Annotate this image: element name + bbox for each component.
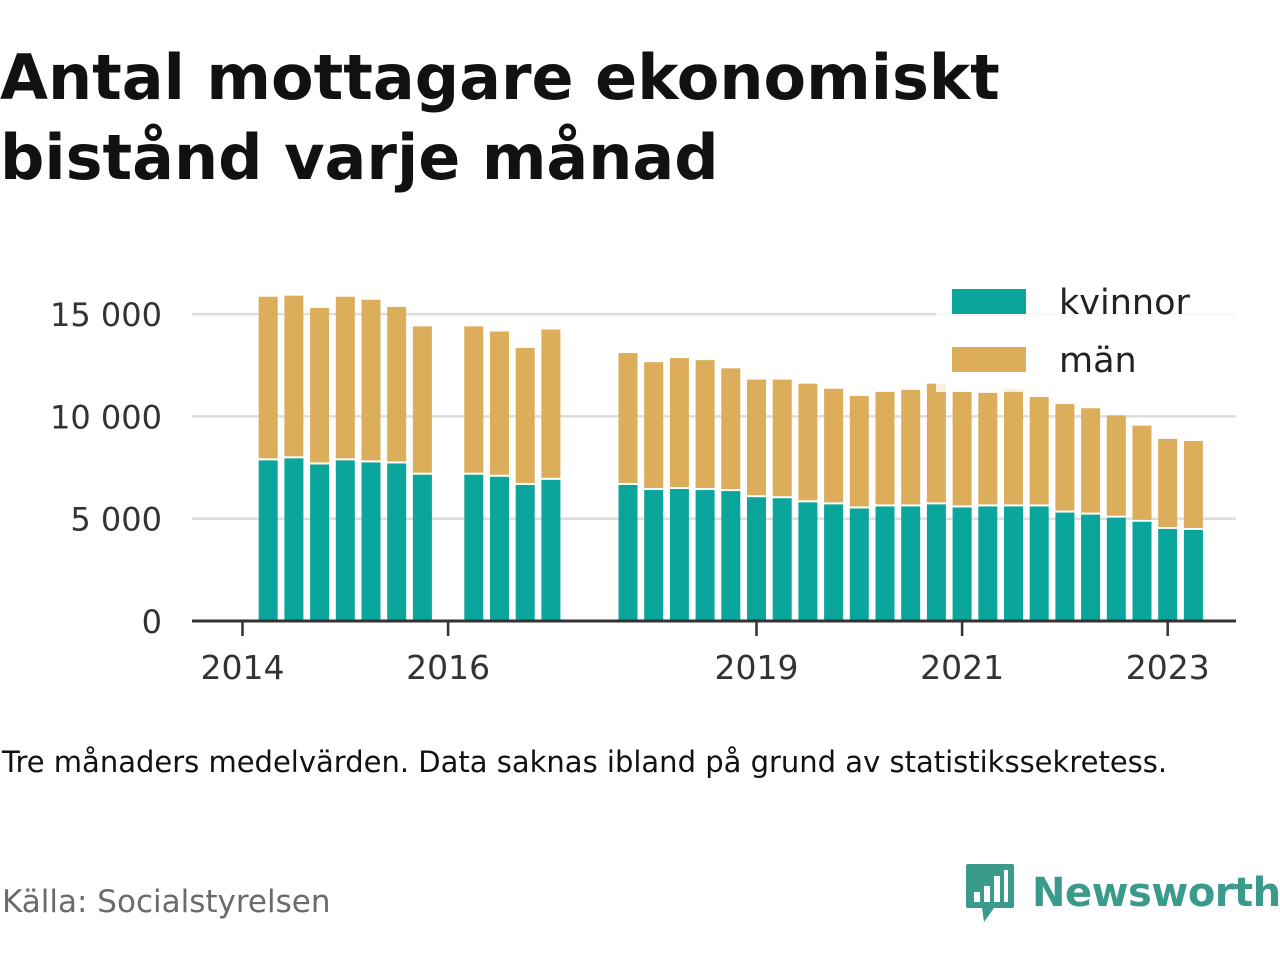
bar-kvinnor — [747, 497, 766, 621]
bar-kvinnor — [284, 458, 304, 621]
legend-label: män — [1059, 341, 1137, 381]
bar-kvinnor — [515, 484, 535, 621]
bar-kvinnor — [1132, 521, 1152, 621]
bar-man — [952, 391, 972, 506]
bar-man — [1183, 440, 1203, 528]
bar-man — [464, 326, 484, 473]
bar-man — [978, 392, 998, 505]
bar-man — [644, 362, 664, 489]
chart-note: Tre månaders medelvärden. Data saknas ib… — [2, 745, 1168, 779]
bar-man — [901, 389, 921, 505]
bar-man — [310, 307, 330, 463]
bar-kvinnor — [1106, 517, 1126, 621]
brand-name: Newsworthy — [1032, 870, 1280, 916]
bar-man — [798, 383, 818, 501]
bar-kvinnor — [310, 464, 330, 621]
bar-man — [618, 352, 638, 483]
bar-kvinnor — [926, 504, 946, 621]
bar-man — [875, 391, 895, 505]
y-tick-label: 15 000 — [50, 296, 162, 334]
bar-kvinnor — [978, 506, 998, 621]
bar-man — [849, 395, 869, 507]
bar-kvinnor — [772, 498, 792, 621]
bar-kvinnor — [490, 476, 509, 621]
bar-man — [490, 331, 509, 475]
bar-man — [361, 299, 381, 461]
bar-man — [772, 379, 792, 497]
y-tick-label: 10 000 — [50, 398, 162, 436]
bar-man — [1055, 404, 1075, 511]
bar-kvinnor — [1004, 506, 1023, 621]
legend: kvinnor män — [936, 280, 1236, 392]
bar-kvinnor — [798, 502, 818, 621]
bar-chart: 0 5 000 10 000 15 000 2014 2016 2019 2021 2023 k… — [50, 280, 1236, 687]
bar-man — [926, 383, 946, 503]
bar-kvinnor — [875, 506, 895, 621]
bar-kvinnor — [1029, 506, 1049, 621]
bar-man — [1132, 425, 1152, 520]
bar-kvinnor — [464, 474, 484, 621]
brand-logo[interactable]: Newsworthy — [964, 862, 1280, 924]
x-tick-label: 2014 — [201, 648, 285, 687]
page-title: Antal mottagare ekonomiskt bistånd varje… — [0, 41, 1000, 194]
bar-man — [721, 368, 741, 490]
x-tick-label: 2016 — [406, 648, 490, 687]
bar-kvinnor — [1183, 529, 1203, 621]
bar-man — [824, 388, 844, 503]
x-tick-label: 2021 — [920, 648, 1004, 687]
bar-kvinnor — [1055, 512, 1075, 621]
bar-man — [695, 360, 715, 489]
bar-man — [284, 295, 304, 457]
bar-man — [1004, 388, 1023, 505]
bar-kvinnor — [412, 474, 432, 621]
bar-kvinnor — [669, 489, 689, 621]
y-tick-label: 5 000 — [70, 501, 162, 539]
y-tick-label: 0 — [142, 603, 162, 641]
legend-swatch — [952, 289, 1026, 314]
bar-man — [515, 347, 535, 483]
legend-swatch — [952, 347, 1026, 372]
bar-kvinnor — [824, 504, 844, 621]
bar-kvinnor — [849, 508, 869, 621]
bar-kvinnor — [1081, 514, 1101, 621]
bar-man — [747, 379, 766, 496]
bar-man — [412, 326, 432, 473]
bars — [258, 295, 1203, 621]
source-text: Källa: Socialstyrelsen — [2, 884, 331, 920]
x-tick-label: 2019 — [715, 648, 799, 687]
bar-kvinnor — [387, 463, 407, 621]
bar-kvinnor — [901, 506, 921, 621]
bar-man — [335, 296, 355, 459]
bar-man — [387, 306, 407, 462]
bar-kvinnor — [335, 460, 355, 621]
bar-man — [669, 358, 689, 488]
bar-kvinnor — [541, 479, 561, 621]
bar-man — [1106, 415, 1126, 516]
axes: 0 5 000 10 000 15 000 2014 2016 2019 2021 2023 — [50, 296, 1236, 687]
bar-kvinnor — [618, 484, 638, 621]
x-tick-label: 2023 — [1126, 648, 1210, 687]
bar-kvinnor — [258, 460, 278, 621]
bar-man — [1029, 396, 1049, 505]
bar-kvinnor — [721, 491, 741, 621]
bar-man — [258, 296, 278, 459]
bar-man — [541, 329, 561, 478]
bar-kvinnor — [644, 490, 664, 621]
newsworthy-bar-chart-icon — [966, 864, 1014, 922]
bar-man — [1158, 438, 1178, 527]
bar-kvinnor — [695, 490, 715, 621]
legend-label: kvinnor — [1059, 283, 1190, 323]
bar-kvinnor — [952, 507, 972, 621]
bar-kvinnor — [1158, 528, 1178, 621]
bar-man — [1081, 408, 1101, 513]
bar-kvinnor — [361, 462, 381, 621]
